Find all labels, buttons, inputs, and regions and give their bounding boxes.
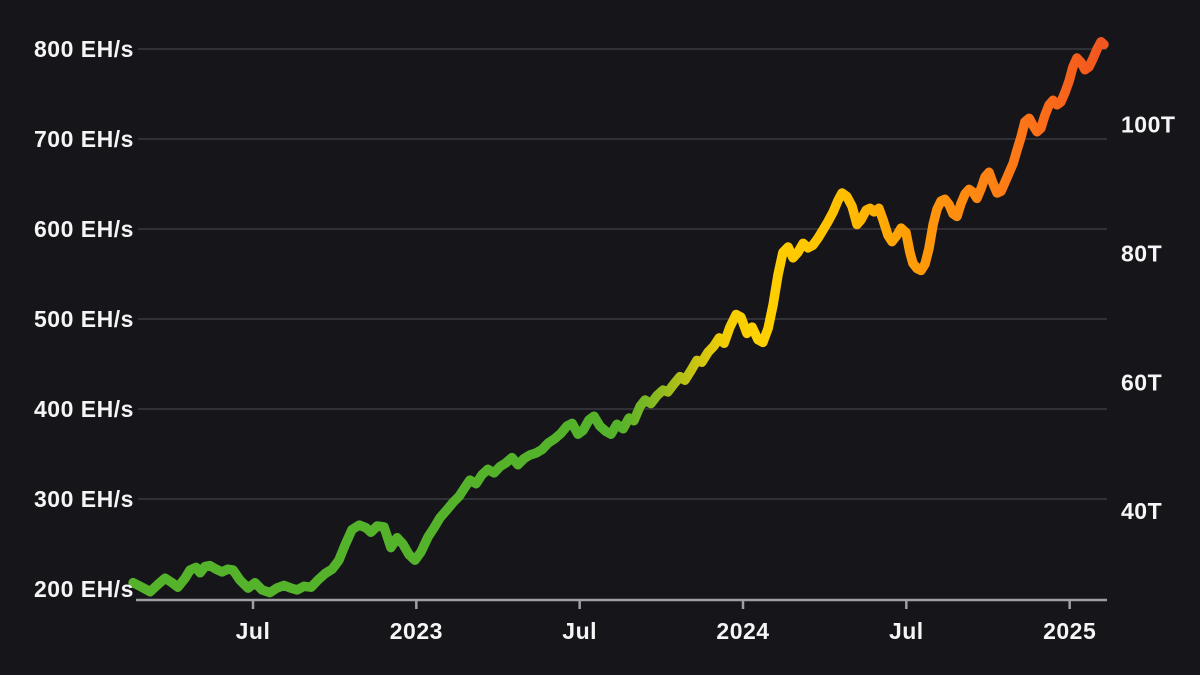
time-tick-label: 2024 [716, 618, 769, 644]
hashrate-tick-label: 300 EH/s [34, 486, 134, 512]
hashrate-tick-label: 800 EH/s [34, 36, 134, 62]
gridlines [138, 48, 1107, 500]
hashrate-tick-label: 600 EH/s [34, 216, 134, 242]
difficulty-tick-label: 40T [1121, 498, 1162, 524]
time-tick-label: Jul [562, 618, 597, 644]
hashrate-line[interactable] [128, 37, 1109, 598]
difficulty-tick-label: 100T [1121, 111, 1175, 137]
hashrate-tick-label: 400 EH/s [34, 396, 134, 422]
difficulty-tick-label: 80T [1121, 240, 1162, 266]
hashrate-tick-label: 700 EH/s [34, 126, 134, 152]
difficulty-axis-labels: 100T 80T 60T 40T [1121, 111, 1175, 524]
time-tick-label: Jul [236, 618, 271, 644]
time-axis-labels: Jul 2023 Jul 2024 Jul 2025 [236, 618, 1096, 644]
hashrate-tick-label: 500 EH/s [34, 306, 134, 332]
x-axis [136, 598, 1107, 609]
hashrate-tick-label: 200 EH/s [34, 576, 134, 602]
time-tick-label: 2023 [390, 618, 443, 644]
time-tick-label: Jul [889, 618, 924, 644]
time-tick-label: 2025 [1043, 618, 1096, 644]
difficulty-tick-label: 60T [1121, 369, 1162, 395]
hashrate-axis-labels: 800 EH/s 700 EH/s 600 EH/s 500 EH/s 400 EH/s… [34, 36, 134, 602]
